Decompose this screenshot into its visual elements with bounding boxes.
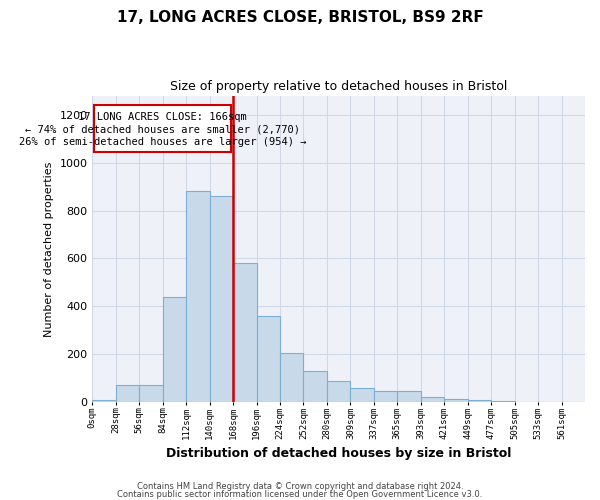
- Bar: [327, 380, 350, 402]
- Text: ← 74% of detached houses are smaller (2,770): ← 74% of detached houses are smaller (2,…: [25, 124, 300, 134]
- Bar: [467, 400, 491, 402]
- Text: 26% of semi-detached houses are larger (954) →: 26% of semi-detached houses are larger (…: [19, 136, 307, 146]
- Text: Contains public sector information licensed under the Open Government Licence v3: Contains public sector information licen…: [118, 490, 482, 499]
- Bar: [186, 192, 209, 402]
- Text: Contains HM Land Registry data © Crown copyright and database right 2024.: Contains HM Land Registry data © Crown c…: [137, 482, 463, 491]
- Bar: [163, 297, 186, 402]
- X-axis label: Distribution of detached houses by size in Bristol: Distribution of detached houses by size …: [166, 447, 511, 460]
- Bar: [233, 264, 257, 402]
- Bar: [444, 398, 467, 402]
- Bar: [92, 400, 116, 402]
- Y-axis label: Number of detached properties: Number of detached properties: [44, 161, 54, 336]
- Bar: [350, 388, 374, 402]
- FancyBboxPatch shape: [94, 105, 232, 152]
- Bar: [257, 316, 280, 402]
- Bar: [397, 392, 421, 402]
- Bar: [280, 353, 304, 402]
- Text: 17, LONG ACRES CLOSE, BRISTOL, BS9 2RF: 17, LONG ACRES CLOSE, BRISTOL, BS9 2RF: [116, 10, 484, 25]
- Bar: [116, 386, 139, 402]
- Text: 17 LONG ACRES CLOSE: 166sqm: 17 LONG ACRES CLOSE: 166sqm: [79, 112, 247, 122]
- Bar: [304, 371, 327, 402]
- Bar: [374, 392, 397, 402]
- Bar: [139, 386, 163, 402]
- Title: Size of property relative to detached houses in Bristol: Size of property relative to detached ho…: [170, 80, 508, 93]
- Bar: [209, 196, 233, 402]
- Bar: [421, 398, 444, 402]
